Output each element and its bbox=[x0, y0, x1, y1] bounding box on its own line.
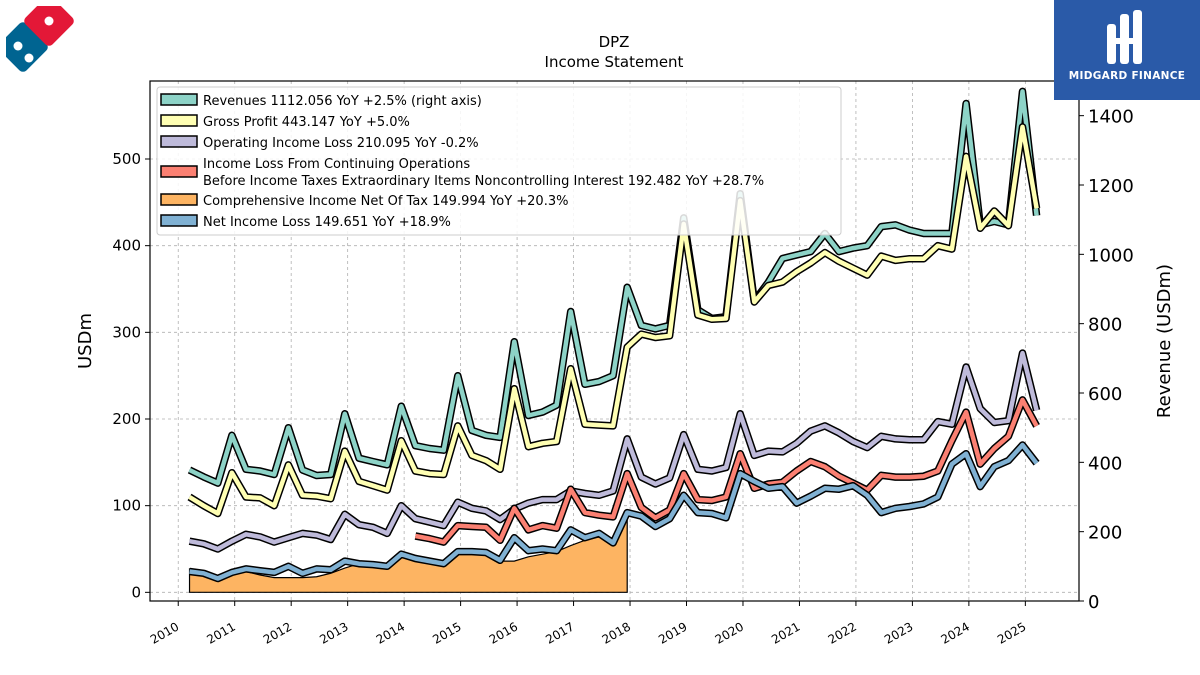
income-loss-from-continuing-operations-b-line bbox=[414, 397, 1039, 545]
y2-tick-label: 0 bbox=[1088, 592, 1099, 613]
y2-tick-label: 1400 bbox=[1088, 107, 1134, 128]
legend-swatch bbox=[160, 193, 198, 206]
legend-label: Net Income Loss 149.651 YoY +18.9% bbox=[203, 215, 451, 230]
legend: Revenues 1112.056 YoY +2.5% (right axis)… bbox=[156, 86, 842, 236]
y2-tick-label: 600 bbox=[1088, 384, 1122, 405]
operating-income-loss-line bbox=[189, 350, 1039, 552]
x-tick-label: 2012 bbox=[261, 619, 294, 646]
y-tick-label: 100 bbox=[112, 497, 141, 515]
x-tick-label: 2020 bbox=[713, 619, 746, 646]
brand-name: MIDGARD FINANCE bbox=[1068, 70, 1186, 82]
x-tick-label: 2025 bbox=[995, 619, 1028, 646]
y-tick-label: 0 bbox=[131, 583, 141, 601]
company-logo bbox=[0, 0, 86, 90]
y-tick-label: 300 bbox=[112, 323, 141, 341]
x-tick-label: 2023 bbox=[882, 619, 915, 646]
legend-label: Before Income Taxes Extraordinary Items … bbox=[203, 174, 764, 189]
x-tick-label: 2019 bbox=[656, 619, 689, 646]
legend-box bbox=[156, 86, 842, 236]
x-tick-label: 2011 bbox=[204, 619, 237, 646]
legend-label: Gross Profit 443.147 YoY +5.0% bbox=[203, 115, 410, 130]
legend-swatch bbox=[160, 165, 198, 178]
legend-label: Operating Income Loss 210.095 YoY -0.2% bbox=[203, 136, 479, 151]
gross-profit-line bbox=[188, 124, 1039, 516]
y-tick-label: 400 bbox=[112, 237, 141, 255]
brand-badge: MIDGARD FINANCE bbox=[1054, 0, 1200, 100]
revenues-line bbox=[188, 89, 1039, 486]
y-tick-label: 200 bbox=[112, 410, 141, 428]
x-tick-label: 2010 bbox=[148, 619, 181, 646]
chart-subtitle: Income Statement bbox=[545, 53, 684, 71]
net-income-loss-line bbox=[189, 442, 1039, 581]
y2-tick-label: 400 bbox=[1088, 453, 1122, 474]
x-tick-label: 2014 bbox=[374, 619, 407, 646]
x-tick-label: 2013 bbox=[317, 619, 350, 646]
y2-axis-label: Revenue (USDm) bbox=[1154, 264, 1175, 418]
x-tick-label: 2018 bbox=[600, 619, 633, 646]
legend-swatch bbox=[160, 214, 198, 227]
y2-tick-label: 800 bbox=[1088, 315, 1122, 336]
y2-tick-label: 1000 bbox=[1088, 245, 1134, 266]
y-tick-label: 500 bbox=[112, 150, 141, 168]
x-tick-label: 2015 bbox=[430, 619, 463, 646]
x-tick-label: 2016 bbox=[487, 619, 520, 646]
legend-label: Comprehensive Income Net Of Tax 149.994 … bbox=[203, 194, 568, 209]
legend-label: Income Loss From Continuing Operations bbox=[203, 157, 470, 172]
legend-swatch bbox=[160, 114, 198, 127]
domino-logo-icon bbox=[0, 0, 74, 72]
y-axis-label: USDm bbox=[75, 313, 96, 369]
series-layer bbox=[187, 87, 1041, 593]
x-tick-label: 2017 bbox=[543, 619, 576, 646]
plot-frame bbox=[149, 80, 1080, 602]
legend-swatch bbox=[160, 93, 198, 106]
y2-tick-label: 200 bbox=[1088, 523, 1122, 544]
legend-swatch bbox=[160, 135, 198, 148]
y2-tick-label: 1200 bbox=[1088, 176, 1134, 197]
x-tick-label: 2021 bbox=[769, 619, 802, 646]
brand-logo-icon bbox=[1107, 10, 1142, 64]
chart-title: DPZ bbox=[599, 33, 630, 51]
x-tick-label: 2022 bbox=[826, 619, 859, 646]
legend-label: Revenues 1112.056 YoY +2.5% (right axis) bbox=[203, 94, 482, 109]
x-tick-label: 2024 bbox=[939, 619, 972, 646]
